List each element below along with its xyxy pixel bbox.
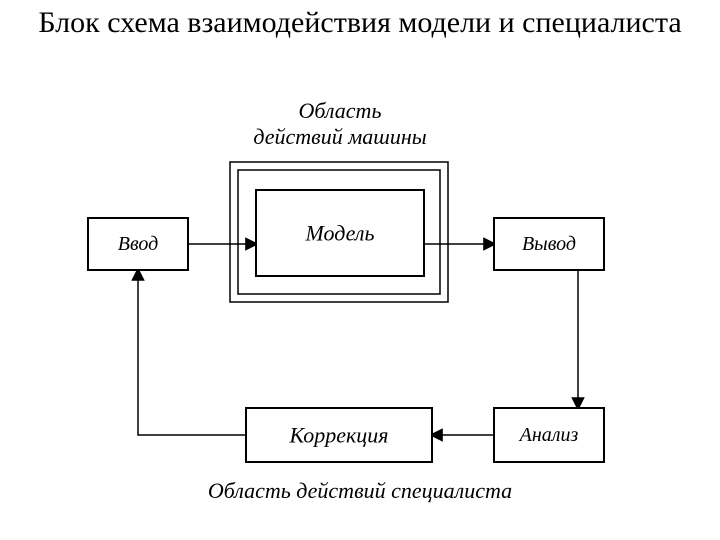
node-label-vvod: Ввод	[118, 233, 159, 255]
node-analiz: Анализ	[494, 408, 604, 462]
label-machine-area-1: Область	[299, 98, 382, 123]
flowchart: Областьдействий машины Ввод Модель Вывод Кор…	[0, 90, 720, 530]
node-label-korr: Коррекция	[288, 423, 388, 448]
label-machine-area-2: действий машины	[253, 124, 426, 149]
node-vvod: Ввод	[88, 218, 188, 270]
node-label-vyvod: Вывод	[522, 233, 576, 255]
node-korr: Коррекция	[246, 408, 432, 462]
node-label-analiz: Анализ	[518, 424, 579, 446]
page: Блок схема взаимодействия модели и специ…	[0, 0, 720, 540]
node-model: Модель	[256, 190, 424, 276]
node-label-model: Модель	[305, 221, 375, 246]
node-vyvod: Вывод	[494, 218, 604, 270]
label-specialist-area: Область действий специалиста	[208, 478, 512, 503]
diagram-container: Областьдействий машины Ввод Модель Вывод Кор…	[0, 90, 720, 530]
page-title: Блок схема взаимодействия модели и специ…	[0, 6, 720, 41]
